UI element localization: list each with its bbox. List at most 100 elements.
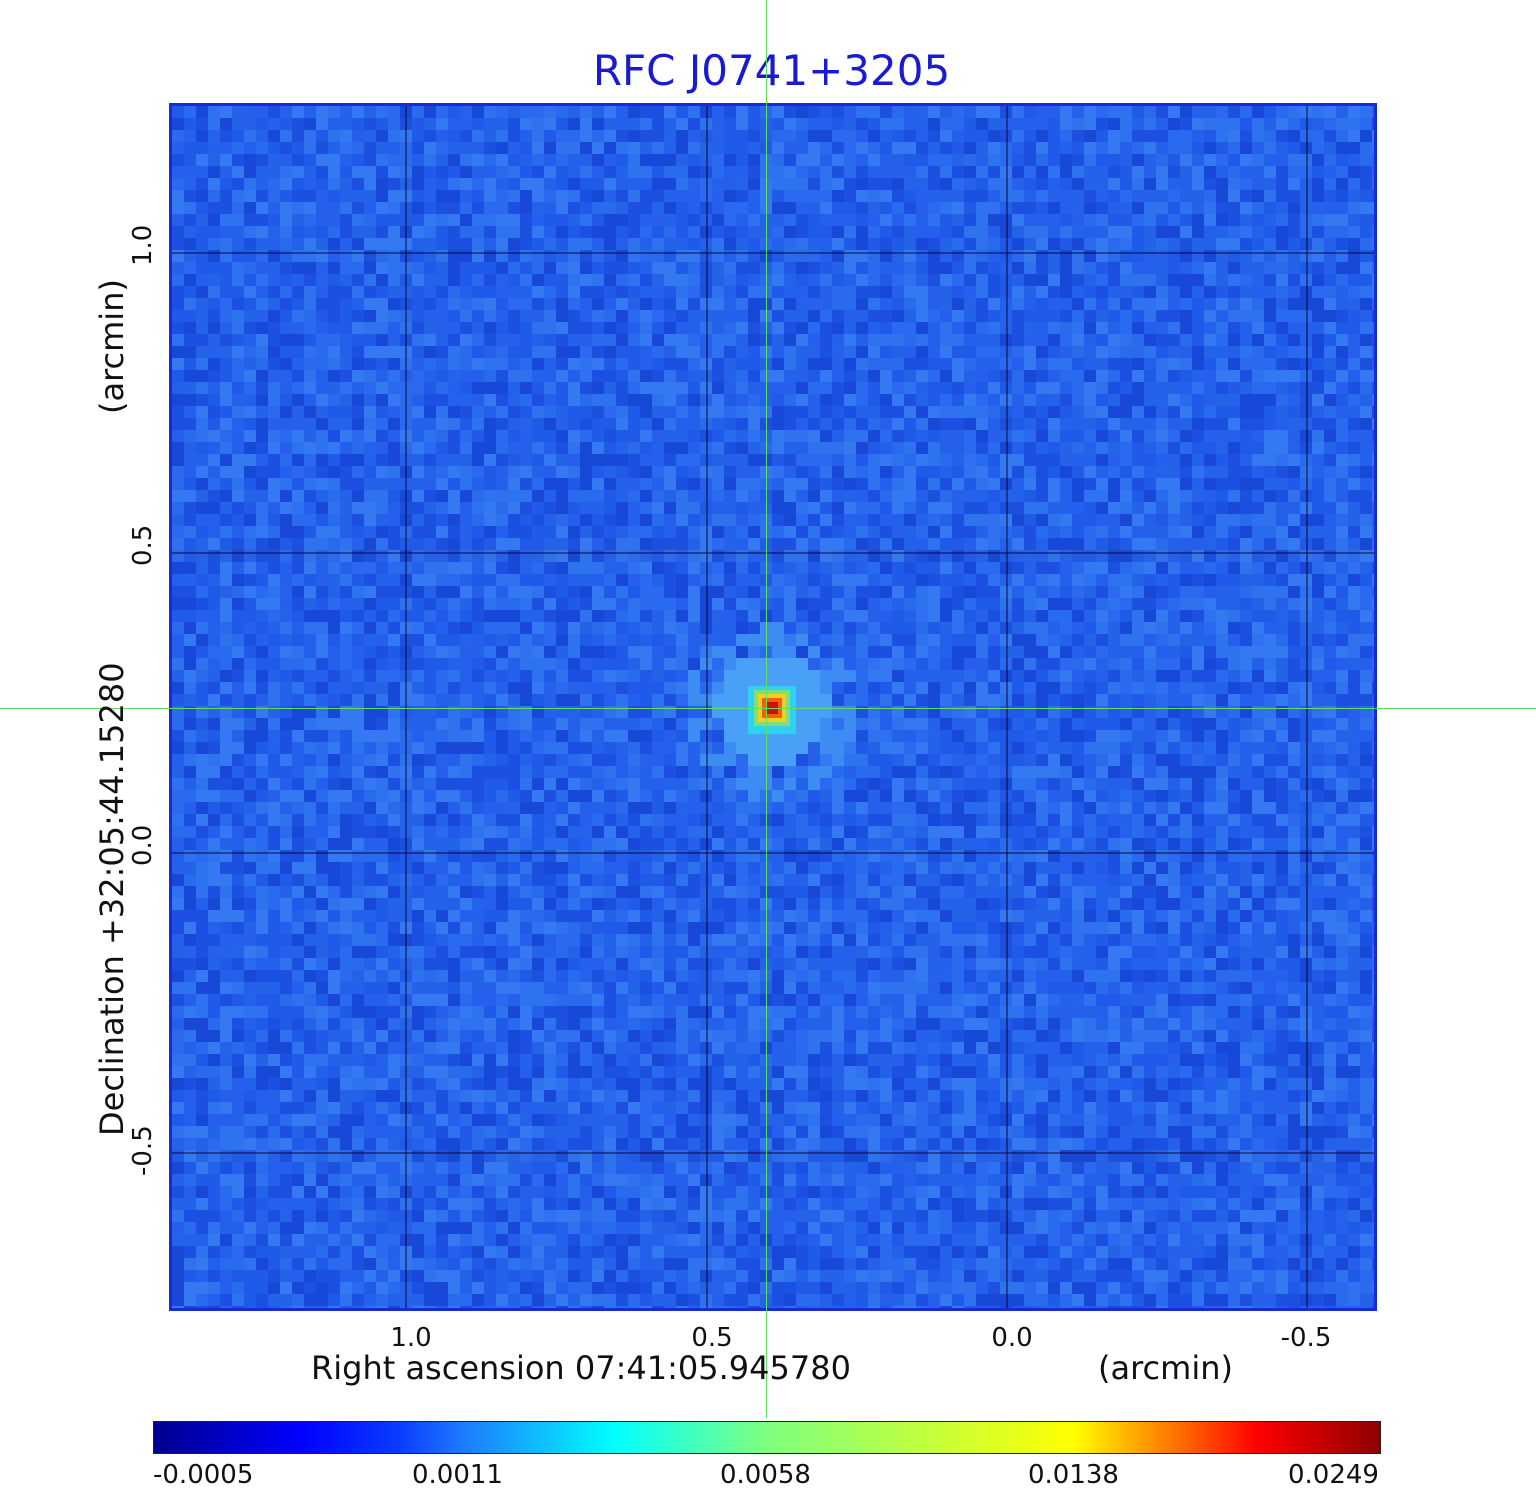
- map-pixel: [664, 994, 676, 1006]
- map-pixel: [532, 1198, 544, 1210]
- map-pixel: [376, 946, 388, 958]
- map-pixel: [412, 1078, 424, 1090]
- map-pixel: [412, 298, 424, 310]
- radio-image-map[interactable]: [169, 103, 1377, 1311]
- map-pixel: [292, 922, 304, 934]
- map-pixel: [544, 274, 556, 286]
- map-pixel: [184, 670, 196, 682]
- map-pixel: [484, 1150, 496, 1162]
- map-pixel: [352, 286, 364, 298]
- map-pixel: [712, 526, 724, 538]
- map-pixel: [340, 1282, 352, 1294]
- map-pixel: [268, 898, 280, 910]
- map-pixel: [748, 586, 760, 598]
- map-pixel: [676, 910, 688, 922]
- map-pixel: [508, 442, 520, 454]
- map-pixel: [460, 790, 472, 802]
- map-pixel: [604, 1018, 616, 1030]
- map-pixel: [616, 1066, 628, 1078]
- map-pixel: [448, 562, 460, 574]
- map-pixel: [508, 130, 520, 142]
- map-pixel: [436, 514, 448, 526]
- map-pixel: [448, 262, 460, 274]
- map-pixel: [592, 490, 604, 502]
- map-pixel: [340, 298, 352, 310]
- map-pixel: [292, 742, 304, 754]
- map-pixel: [316, 550, 328, 562]
- map-pixel: [292, 850, 304, 862]
- map-pixel: [580, 982, 592, 994]
- map-pixel: [568, 1006, 580, 1018]
- map-pixel: [532, 574, 544, 586]
- map-pixel: [568, 1234, 580, 1246]
- map-pixel: [256, 190, 268, 202]
- map-pixel: [364, 418, 376, 430]
- map-pixel: [196, 346, 208, 358]
- map-pixel: [556, 526, 568, 538]
- map-pixel: [748, 1246, 760, 1258]
- map-pixel: [328, 1030, 340, 1042]
- map-pixel: [676, 1018, 688, 1030]
- map-pixel: [712, 730, 724, 742]
- map-pixel: [376, 454, 388, 466]
- map-pixel: [268, 118, 280, 130]
- map-pixel: [520, 1126, 532, 1138]
- map-pixel: [220, 202, 232, 214]
- map-pixel: [700, 1258, 712, 1270]
- map-pixel: [376, 874, 388, 886]
- map-pixel: [496, 526, 508, 538]
- map-pixel: [688, 202, 700, 214]
- map-pixel: [304, 1294, 316, 1306]
- map-pixel: [724, 958, 736, 970]
- map-pixel: [340, 382, 352, 394]
- map-pixel: [544, 502, 556, 514]
- map-pixel: [280, 694, 292, 706]
- map-pixel: [376, 250, 388, 262]
- map-pixel: [520, 274, 532, 286]
- map-pixel: [628, 670, 640, 682]
- map-pixel: [268, 610, 280, 622]
- map-pixel: [616, 838, 628, 850]
- map-pixel: [304, 1222, 316, 1234]
- map-pixel: [484, 790, 496, 802]
- map-pixel: [496, 1270, 508, 1282]
- map-pixel: [256, 202, 268, 214]
- map-pixel: [736, 718, 748, 730]
- map-pixel: [676, 706, 688, 718]
- map-pixel: [688, 934, 700, 946]
- map-pixel: [700, 658, 712, 670]
- map-pixel: [364, 622, 376, 634]
- map-pixel: [436, 166, 448, 178]
- map-pixel: [220, 490, 232, 502]
- map-pixel: [628, 898, 640, 910]
- map-pixel: [472, 994, 484, 1006]
- map-pixel: [748, 874, 760, 886]
- map-pixel: [748, 382, 760, 394]
- map-pixel: [532, 502, 544, 514]
- map-pixel: [172, 1162, 184, 1174]
- map-pixel: [556, 418, 568, 430]
- map-pixel: [508, 358, 520, 370]
- map-pixel: [256, 130, 268, 142]
- map-pixel: [232, 742, 244, 754]
- map-pixel: [292, 550, 304, 562]
- map-pixel: [256, 814, 268, 826]
- map-pixel: [532, 1114, 544, 1126]
- map-pixel: [532, 838, 544, 850]
- map-pixel: [172, 190, 184, 202]
- map-pixel: [292, 382, 304, 394]
- map-pixel: [340, 370, 352, 382]
- map-pixel: [268, 382, 280, 394]
- map-pixel: [580, 394, 592, 406]
- map-pixel: [208, 298, 220, 310]
- map-pixel: [376, 1222, 388, 1234]
- map-pixel: [340, 1246, 352, 1258]
- map-pixel: [340, 514, 352, 526]
- map-pixel: [244, 838, 256, 850]
- map-pixel: [508, 1090, 520, 1102]
- map-pixel: [244, 1126, 256, 1138]
- map-pixel: [640, 238, 652, 250]
- map-pixel: [484, 1186, 496, 1198]
- map-pixel: [700, 922, 712, 934]
- map-pixel: [328, 826, 340, 838]
